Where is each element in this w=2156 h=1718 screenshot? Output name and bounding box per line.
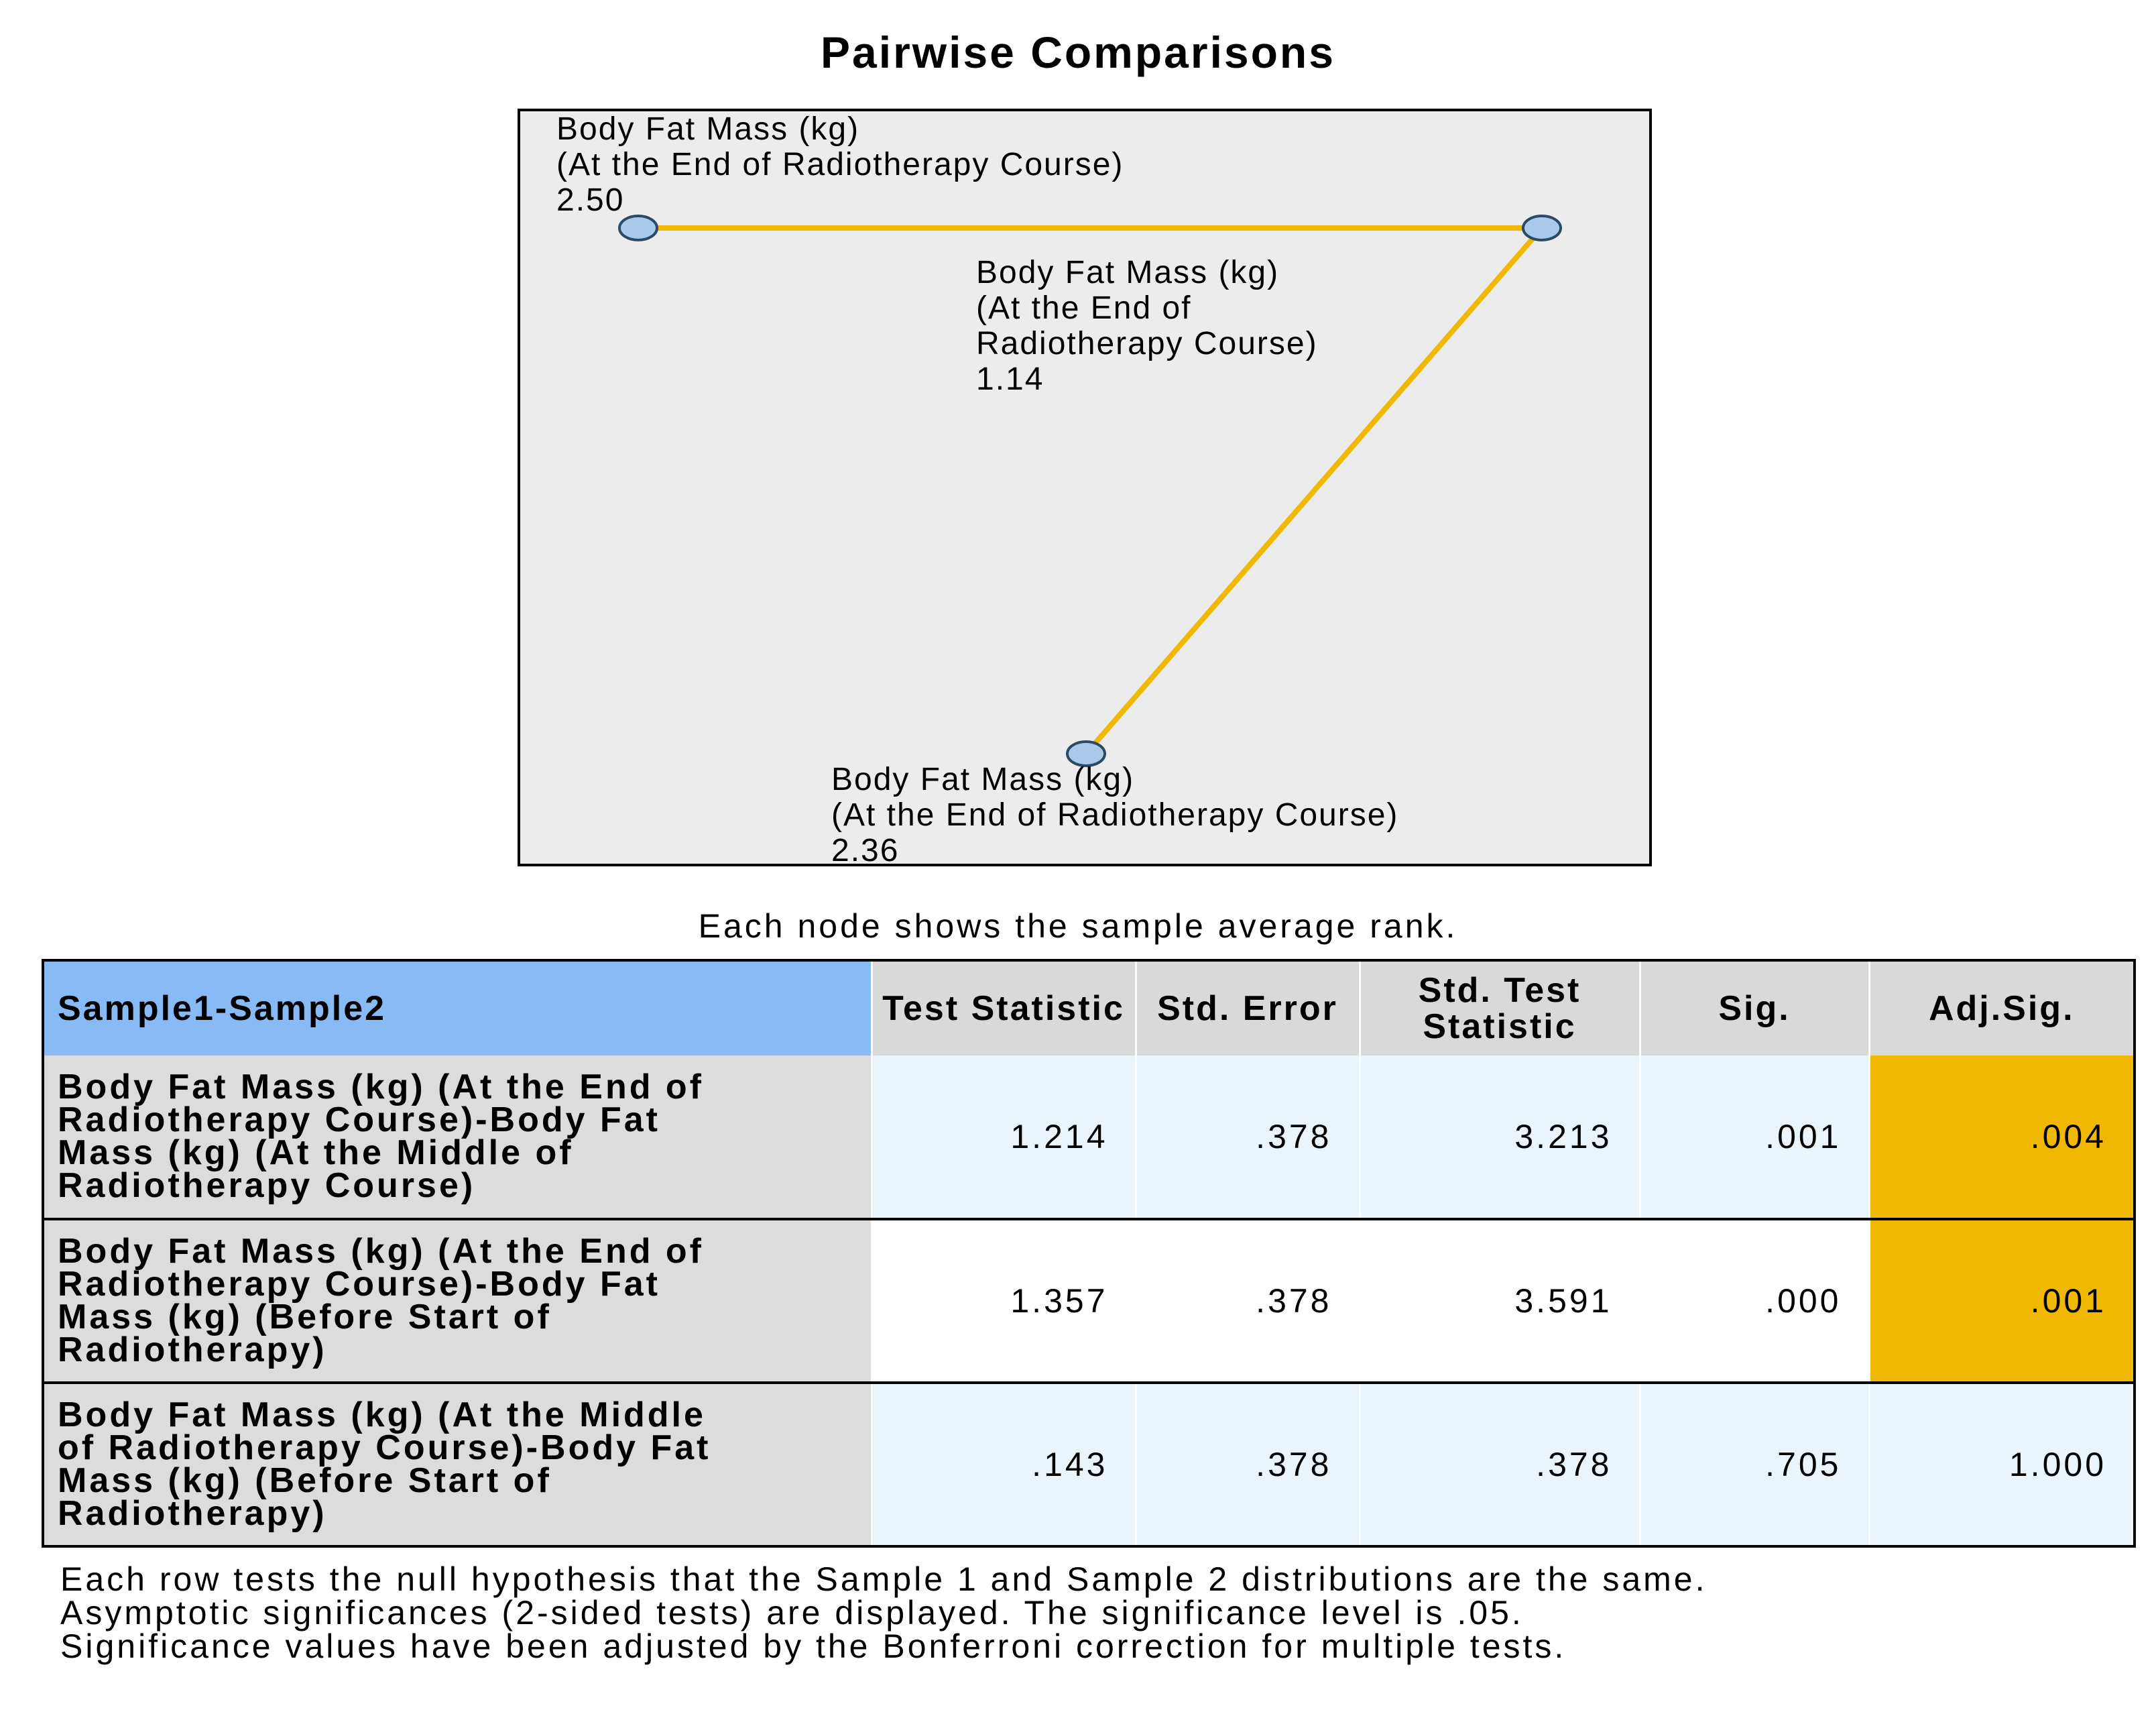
row-sample-line: Radiotherapy Course) (58, 1166, 476, 1205)
cell-std-test-statistic: .378 (1358, 1381, 1641, 1546)
cell-adj-sig-significant: .001 (1868, 1218, 2136, 1383)
header-std-test-statistic: Std. Test Statistic (1358, 960, 1641, 1055)
node-2-rank: 1.14 (976, 361, 1044, 397)
node-1-label: Body Fat Mass (kg) (At the End of Radiot… (556, 111, 1124, 218)
header-adj-sig: Adj.Sig. (1868, 960, 2136, 1055)
footnotes: Each row tests the null hypothesis that … (60, 1562, 2112, 1663)
row-sample-label: Body Fat Mass (kg) (At the End of Radiot… (42, 1055, 873, 1219)
table-row: Body Fat Mass (kg) (At the End of Radiot… (42, 1218, 2136, 1383)
node-2-label-line-1: Body Fat Mass (kg) (976, 255, 1280, 290)
node-1-label-line-1: Body Fat Mass (kg) (556, 111, 860, 147)
cell-adj-sig-significant: .004 (1868, 1055, 2136, 1219)
pairwise-comparisons-table: Sample1-Sample2 Test Statistic Std. Erro… (42, 959, 2136, 1548)
footnote: Asymptotic significances (2-sided tests)… (60, 1594, 1524, 1631)
table-row: Body Fat Mass (kg) (At the End of Radiot… (42, 1055, 2136, 1219)
cell-sig: .000 (1638, 1218, 1870, 1383)
row-sample-line: Body Fat Mass (kg) (At the End of (58, 1232, 704, 1271)
network-graph (618, 215, 1562, 767)
diagram-caption: Each node shows the sample average rank. (698, 907, 1458, 945)
cell-std-test-statistic: 3.213 (1358, 1055, 1641, 1219)
row-sample-line: Mass (kg) (At the Middle of (58, 1133, 574, 1172)
cell-sig: .705 (1638, 1381, 1870, 1546)
row-sample-line: of Radiotherapy Course)-Body Fat (58, 1428, 711, 1467)
node-1-rank: 2.50 (556, 182, 625, 218)
header-test-statistic: Test Statistic (870, 960, 1137, 1055)
row-sample-line: Radiotherapy Course)-Body Fat (58, 1100, 660, 1139)
header-sig: Sig. (1638, 960, 1870, 1055)
row-sample-label: Body Fat Mass (kg) (At the End of Radiot… (42, 1218, 873, 1383)
row-sample-line: Radiotherapy Course)-Body Fat (58, 1265, 660, 1304)
node-2-label-line-2: (At the End of (976, 290, 1192, 326)
row-sample-line: Body Fat Mass (kg) (At the End of (58, 1068, 704, 1106)
header-std-error: Std. Error (1134, 960, 1361, 1055)
row-sample-line: Mass (kg) (Before Start of (58, 1461, 552, 1500)
footnote: Each row tests the null hypothesis that … (60, 1560, 1708, 1598)
footnote: Significance values have been adjusted b… (60, 1627, 1567, 1665)
cell-test-statistic: 1.357 (870, 1218, 1137, 1383)
cell-std-test-statistic: 3.591 (1358, 1218, 1641, 1383)
node-2[interactable] (1522, 215, 1562, 241)
cell-std-error: .378 (1134, 1218, 1361, 1383)
row-sample-label: Body Fat Mass (kg) (At the Middle of Rad… (42, 1381, 873, 1546)
node-3-label-line-1: Body Fat Mass (kg) (831, 762, 1135, 797)
edge-node2-node3 (1083, 226, 1545, 756)
page-title: Pairwise Comparisons (821, 27, 1335, 77)
node-3-label-line-2: (At the End of Radiotherapy Course) (831, 797, 1399, 833)
cell-std-error: .378 (1134, 1381, 1361, 1546)
pairwise-network-diagram: Body Fat Mass (kg) (At the End of Radiot… (518, 109, 1652, 868)
row-sample-line: Radiotherapy) (58, 1494, 327, 1533)
node-2-label: Body Fat Mass (kg) (At the End of Radiot… (976, 255, 1318, 397)
node-3-label: Body Fat Mass (kg) (At the End of Radiot… (831, 762, 1398, 868)
row-sample-line: Body Fat Mass (kg) (At the Middle (58, 1395, 706, 1434)
cell-adj-sig: 1.000 (1868, 1381, 2136, 1546)
cell-sig: .001 (1638, 1055, 1870, 1219)
node-3[interactable] (1066, 740, 1106, 767)
cell-std-error: .378 (1134, 1055, 1361, 1219)
table-row: Body Fat Mass (kg) (At the Middle of Rad… (42, 1381, 2136, 1546)
cell-test-statistic: 1.214 (870, 1055, 1137, 1219)
row-sample-line: Radiotherapy) (58, 1330, 327, 1369)
node-3-rank: 2.36 (831, 833, 900, 868)
cell-test-statistic: .143 (870, 1381, 1137, 1546)
node-1[interactable] (618, 215, 658, 241)
table-header-row: Sample1-Sample2 Test Statistic Std. Erro… (42, 960, 2136, 1055)
node-2-label-line-3: Radiotherapy Course) (976, 326, 1318, 361)
node-1-label-line-2: (At the End of Radiotherapy Course) (556, 147, 1124, 182)
header-sample: Sample1-Sample2 (42, 960, 873, 1055)
row-sample-line: Mass (kg) (Before Start of (58, 1298, 552, 1336)
